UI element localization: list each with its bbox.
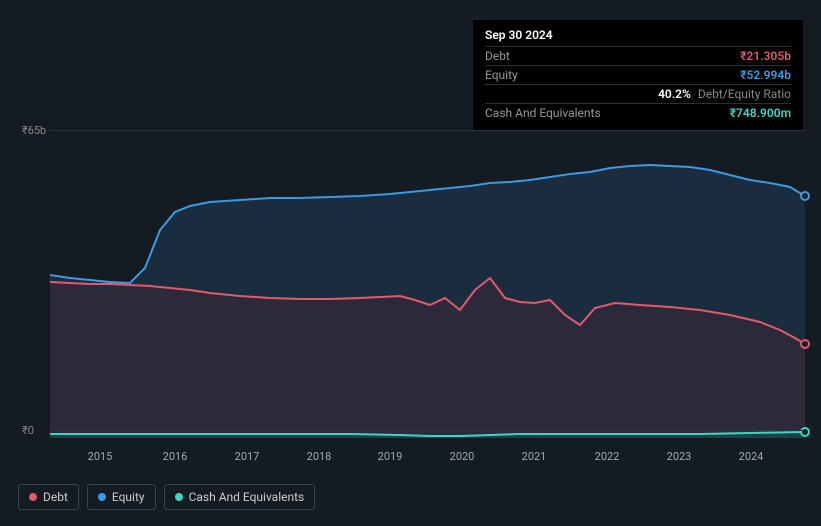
end-marker [801,340,809,348]
x-axis-label: 2018 [307,450,332,463]
tooltip-row: 40.2% Debt/Equity Ratio [485,84,791,103]
x-axis-label: 2024 [739,450,764,463]
legend-item[interactable]: Debt [18,484,79,510]
tooltip-rows: Debt ₹21.305b Equity ₹52.994b 40.2% Debt/Equ… [485,46,791,122]
x-axis-label: 2015 [88,450,113,463]
gridline [50,430,805,431]
tooltip-date: Sep 30 2024 [485,28,791,46]
chart-tooltip: Sep 30 2024 Debt ₹21.305b Equity ₹52.994b 40… [473,20,803,130]
legend-dot [98,493,106,501]
x-axis-label: 2020 [450,450,475,463]
x-axis-label: 2017 [235,450,260,463]
x-axis-label: 2016 [163,450,188,463]
legend-label: Equity [112,490,145,504]
tooltip-value: ₹748.900m [730,106,791,120]
x-axis-label: 2021 [522,450,547,463]
end-marker [801,192,809,200]
tooltip-value: 40.2% Debt/Equity Ratio [658,87,791,101]
x-axis-label: 2019 [378,450,403,463]
y-axis-label: ₹65b [22,124,46,137]
tooltip-value: ₹21.305b [740,49,791,63]
gridline [50,130,805,131]
tooltip-label: Equity [485,68,518,82]
tooltip-row: Equity ₹52.994b [485,65,791,84]
x-axis-label: 2022 [595,450,620,463]
legend-label: Cash And Equivalents [189,490,305,504]
legend-item[interactable]: Cash And Equivalents [164,484,316,510]
legend-dot [175,493,183,501]
tooltip-value: ₹52.994b [740,68,791,82]
legend: Debt Equity Cash And Equivalents [18,484,315,510]
x-axis-label: 2023 [667,450,692,463]
tooltip-label: Cash And Equivalents [485,106,601,120]
tooltip-label: Debt [485,49,510,63]
tooltip-row: Cash And Equivalents ₹748.900m [485,103,791,122]
legend-label: Debt [43,490,68,504]
y-axis-label: ₹0 [22,424,34,437]
legend-item[interactable]: Equity [87,484,156,510]
legend-dot [29,493,37,501]
tooltip-row: Debt ₹21.305b [485,46,791,65]
